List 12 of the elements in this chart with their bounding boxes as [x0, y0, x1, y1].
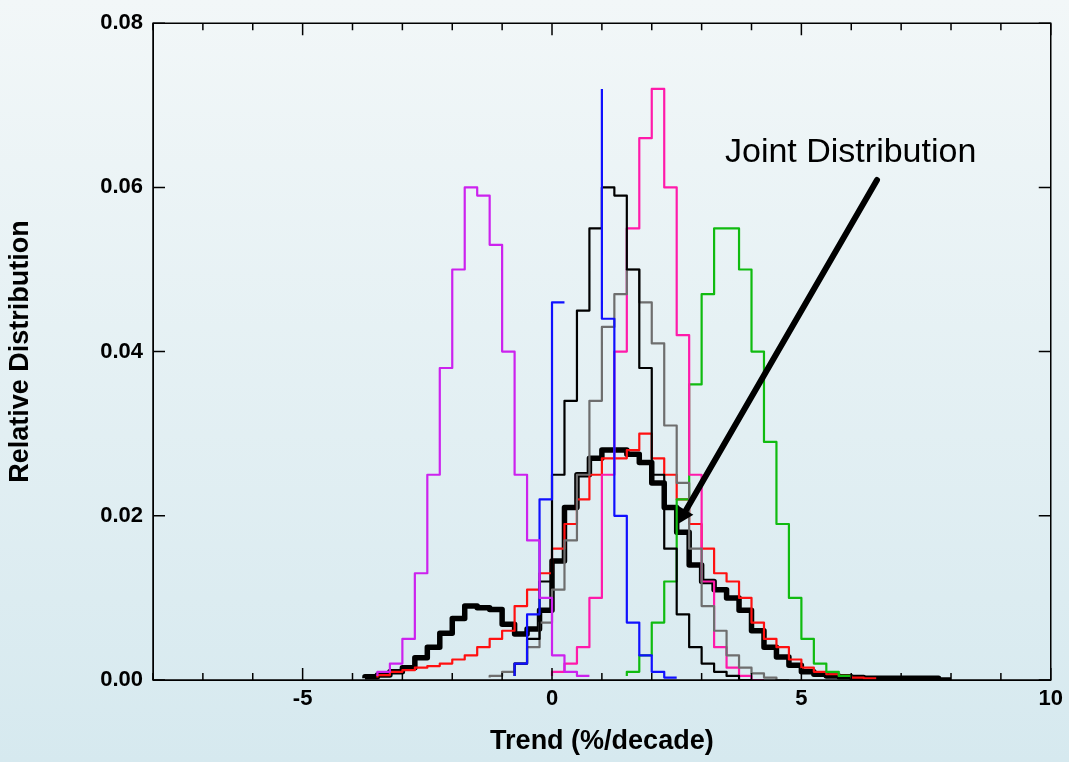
x-tick-label: 0: [545, 685, 559, 711]
y-axis-title: Relative Distribution: [3, 220, 34, 483]
y-tick-label: 0.08: [100, 9, 143, 35]
y-tick-label: 0.04: [100, 337, 144, 363]
x-axis-title: Trend (%/decade): [490, 725, 714, 756]
y-tick-label: 0.02: [100, 501, 143, 527]
annotation: Joint Distribution: [725, 131, 977, 169]
y-tick-label: 0.06: [100, 173, 143, 199]
y-tick-label: 0.00: [100, 666, 143, 692]
x-tick-label: 5: [795, 685, 808, 711]
x-tick-label: -5: [292, 685, 313, 711]
x-tick-label: 10: [1038, 685, 1064, 711]
